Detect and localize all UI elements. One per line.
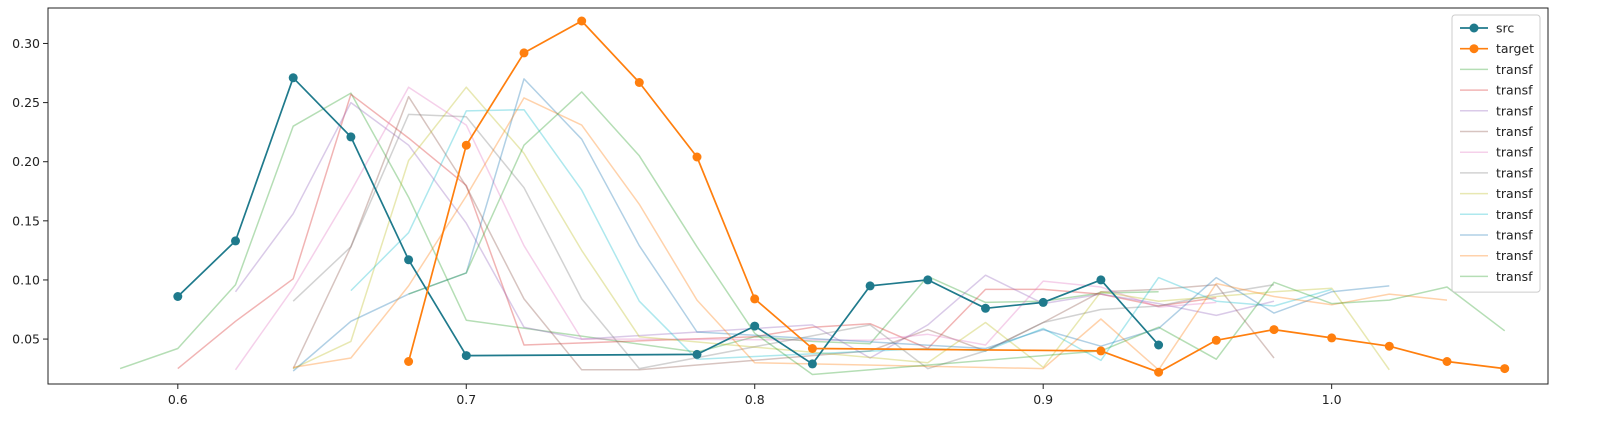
legend-label: transf (1496, 103, 1533, 118)
data-point-target (577, 16, 587, 26)
legend: src target transf transf transf transf transf t… (1451, 14, 1541, 293)
y-tick-label: 0.10 (12, 272, 40, 287)
data-point-src (1038, 297, 1048, 307)
series-line-transf-6 (234, 86, 1217, 371)
legend-label: target (1496, 41, 1534, 56)
data-point-src (1096, 275, 1106, 285)
plot-frame (47, 7, 1549, 385)
data-point-src (346, 132, 356, 142)
data-point-target (692, 152, 702, 162)
data-point-target (1211, 335, 1221, 345)
series-line-transf-12 (408, 91, 1506, 376)
legend-label: transf (1496, 269, 1533, 284)
legend-label: transf (1496, 248, 1533, 263)
data-point-src (461, 351, 471, 361)
legend-label: transf (1496, 186, 1533, 201)
data-point-target (1096, 346, 1106, 356)
data-point-src (231, 236, 240, 246)
x-tick-label: 0.8 (745, 392, 765, 407)
data-point-target (634, 78, 644, 87)
legend-label: transf (1496, 207, 1533, 222)
x-tick-label: 0.7 (456, 392, 476, 407)
y-axis: 0.05 0.10 0.15 0.20 0.25 0.30 (12, 36, 48, 347)
data-point-target (807, 344, 817, 353)
data-point-target (519, 48, 529, 58)
legend-label: transf (1496, 83, 1533, 98)
data-point-target (1442, 357, 1452, 366)
data-point-target (461, 140, 471, 150)
data-point-src (981, 303, 990, 313)
data-point-src (173, 292, 183, 301)
legend-label: transf (1496, 228, 1533, 243)
y-tick-label: 0.15 (12, 213, 40, 228)
data-point-target (1269, 325, 1279, 335)
legend-label: transf (1496, 165, 1533, 180)
series-lines (119, 20, 1506, 376)
series-line-transf-10 (292, 78, 1390, 372)
legend-label: transf (1496, 62, 1533, 77)
data-point-src (923, 275, 933, 285)
legend-label: transf (1496, 124, 1533, 139)
y-tick-label: 0.25 (12, 95, 40, 110)
legend-label: src (1496, 21, 1514, 36)
x-tick-label: 1.0 (1322, 392, 1342, 407)
data-point-src (750, 321, 760, 331)
data-point-target (750, 294, 760, 304)
series-line-transf-5 (292, 95, 1275, 371)
x-axis: 0.6 0.7 0.8 0.9 1.0 (168, 384, 1342, 407)
data-point-target (1154, 367, 1164, 377)
x-tick-label: 0.6 (168, 392, 188, 407)
series-line-transf-9 (350, 108, 1332, 362)
data-point-target (404, 357, 414, 366)
series-line-transf-2 (119, 92, 1159, 370)
series-line-transf-11 (293, 97, 1448, 371)
data-point-target (1384, 341, 1394, 351)
y-tick-label: 0.30 (12, 36, 40, 51)
legend-marker (1469, 44, 1479, 54)
data-point-src (865, 281, 875, 291)
data-point-src (404, 255, 414, 265)
series-line-transf-4 (234, 101, 1275, 359)
series-line-transf-7 (292, 113, 1275, 370)
legend-label: transf (1496, 145, 1533, 160)
series-line-target-1 (407, 20, 1505, 374)
series-line-transf-8 (292, 86, 1390, 371)
y-tick-label: 0.05 (12, 332, 40, 347)
data-point-src (692, 349, 702, 359)
series-markers (173, 16, 1510, 377)
legend-box (1451, 14, 1541, 293)
data-point-src (807, 359, 817, 369)
data-point-target (1327, 333, 1337, 343)
x-tick-label: 0.9 (1033, 392, 1053, 407)
y-tick-label: 0.20 (12, 154, 40, 169)
data-point-src (1154, 340, 1164, 350)
data-point-src (288, 73, 298, 83)
legend-marker (1469, 23, 1479, 33)
data-point-target (1500, 364, 1510, 374)
